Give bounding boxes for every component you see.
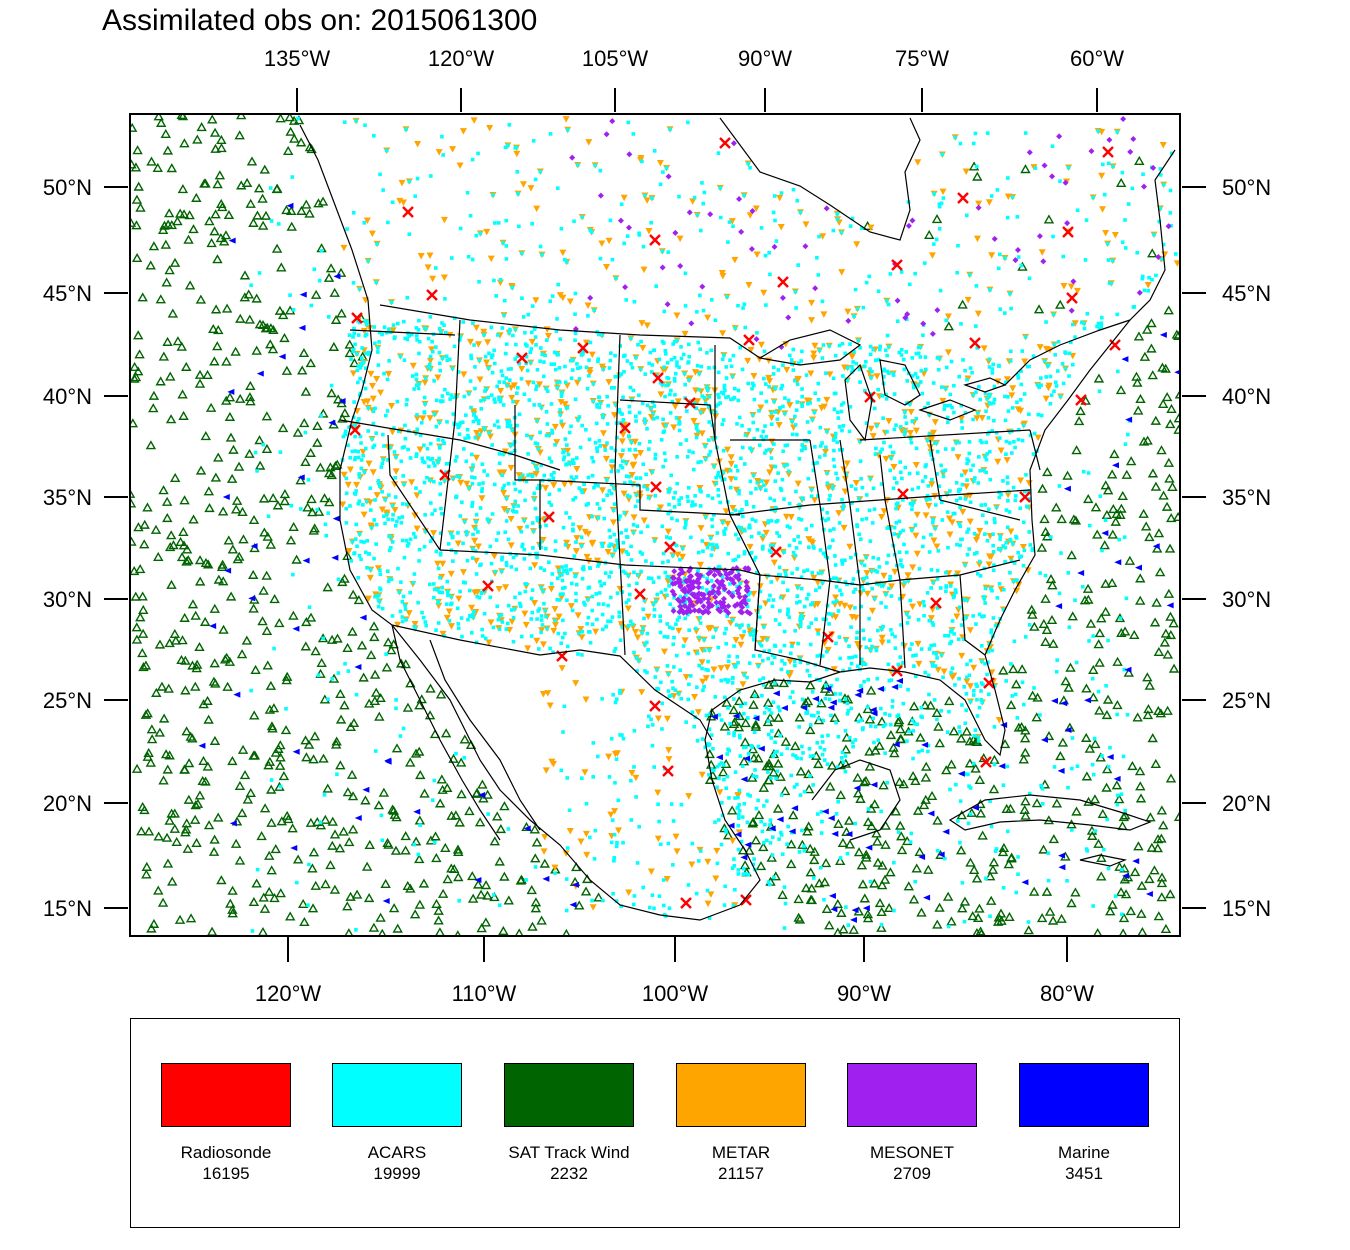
map-axes (104, 88, 1206, 962)
observation-markers (130, 114, 1180, 936)
legend-swatch (161, 1063, 291, 1127)
legend-swatch (676, 1063, 806, 1127)
right-axis-label: 45°N (1222, 281, 1271, 306)
legend-count: 3451 (1065, 1164, 1103, 1183)
right-axis-label: 20°N (1222, 791, 1271, 816)
left-axis-label: 40°N (43, 384, 92, 409)
left-axis-label: 35°N (43, 485, 92, 510)
right-axis-label: 30°N (1222, 587, 1271, 612)
left-axis-label: 50°N (43, 175, 92, 200)
right-axis-label: 40°N (1222, 384, 1271, 409)
legend-count: 16195 (202, 1164, 250, 1183)
legend-name: Radiosonde (180, 1143, 272, 1162)
top-axis-label: 75°W (895, 46, 949, 71)
legend-name: METAR (711, 1143, 771, 1162)
legend-count: 2232 (550, 1164, 588, 1183)
legend-name: MESONET (869, 1143, 955, 1162)
left-axis-label: 45°N (43, 281, 92, 306)
top-axis-label: 120°W (428, 46, 495, 71)
coastlines-and-borders (299, 117, 1176, 921)
top-axis-label: 135°W (264, 46, 331, 71)
left-axis-label: 20°N (43, 791, 92, 816)
bottom-axis-label: 110°W (452, 981, 517, 1006)
right-axis-label: 15°N (1222, 896, 1271, 921)
bottom-axis-label: 90°W (837, 981, 891, 1006)
bottom-axis-label: 120°W (255, 981, 322, 1006)
axis-tick-labels: 135°W 120°W 105°W 90°W 75°W 60°W 120°W 110°W 100… (43, 46, 1271, 1006)
left-axis-label: 30°N (43, 587, 92, 612)
map-frame (129, 113, 1181, 937)
top-axis-label: 60°W (1070, 46, 1124, 71)
legend: Radiosonde 16195 ACARS 19999 SAT Track W… (130, 1018, 1180, 1228)
bottom-axis-label: 80°W (1040, 981, 1094, 1006)
right-axis-label: 25°N (1222, 688, 1271, 713)
legend-name: ACARS (367, 1143, 427, 1162)
legend-swatch (504, 1063, 634, 1127)
top-axis-label: 90°W (738, 46, 792, 71)
legend-swatch (847, 1063, 977, 1127)
left-axis-label: 15°N (43, 896, 92, 921)
legend-count: 21157 (717, 1164, 764, 1183)
legend-name: Marine (1058, 1143, 1110, 1162)
legend-swatch (332, 1063, 462, 1127)
left-axis-label: 25°N (43, 688, 92, 713)
observation-map: 135°W 120°W 105°W 90°W 75°W 60°W 120°W 110°W 100… (43, 46, 1271, 1006)
right-axis-label: 50°N (1222, 175, 1271, 200)
legend-name: SAT Track Wind (508, 1143, 630, 1162)
legend-count: 2709 (893, 1164, 931, 1183)
top-axis-label: 105°W (582, 46, 649, 71)
map-title: Assimilated obs on: 2015061300 (102, 4, 538, 37)
bottom-axis-label: 100°W (642, 981, 709, 1006)
legend-swatch (1019, 1063, 1149, 1127)
legend-count: 19999 (373, 1164, 421, 1183)
right-axis-label: 35°N (1222, 485, 1271, 510)
